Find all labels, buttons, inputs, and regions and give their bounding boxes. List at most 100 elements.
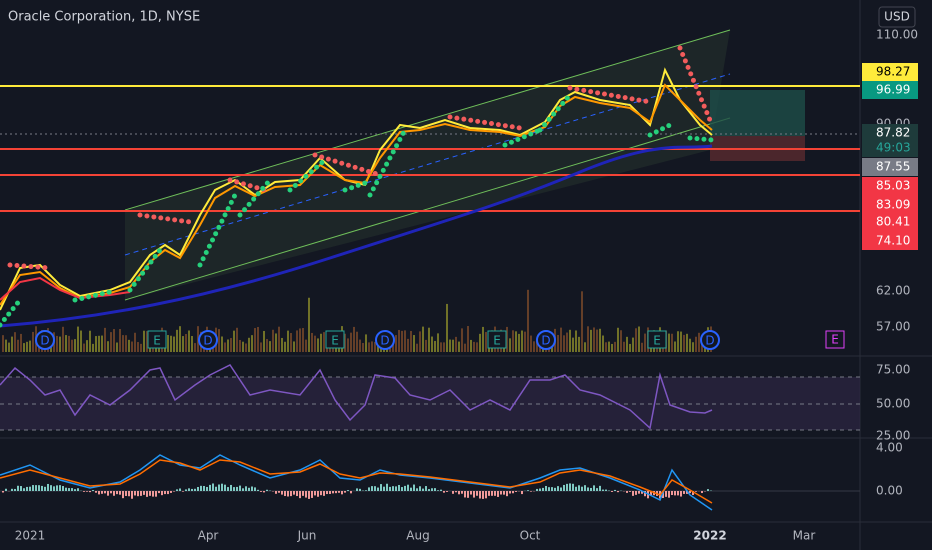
histogram-bar xyxy=(452,491,454,494)
volume-bar xyxy=(620,330,622,352)
earnings-label[interactable]: E xyxy=(653,334,661,348)
dividend-marker[interactable] xyxy=(198,330,218,350)
earnings-marker[interactable] xyxy=(647,330,667,349)
histogram-bar xyxy=(254,487,256,491)
volume-bar xyxy=(218,329,220,352)
volume-bar xyxy=(113,329,115,352)
histogram-bar xyxy=(467,491,469,498)
volume-bar xyxy=(518,333,520,352)
histogram-bar xyxy=(278,491,280,493)
earnings-label[interactable]: E xyxy=(153,334,161,348)
tag-box xyxy=(862,63,918,81)
histogram-bar xyxy=(668,491,670,498)
volume-bar xyxy=(323,332,325,352)
earnings-upcoming[interactable] xyxy=(825,330,845,349)
volume-bar xyxy=(179,326,181,352)
tag-box xyxy=(862,81,918,99)
volume-bar xyxy=(575,330,577,352)
volume-bar xyxy=(227,339,229,352)
earnings-label[interactable]: E xyxy=(331,334,339,348)
histogram-bar xyxy=(215,486,217,491)
volume-bar xyxy=(119,329,121,352)
price-tag: 98.27 xyxy=(876,65,910,79)
tag-box xyxy=(862,124,918,157)
volume-bar xyxy=(278,326,280,352)
histogram-bar xyxy=(503,491,505,495)
histogram-bar xyxy=(104,491,106,494)
histogram-bar xyxy=(29,486,31,491)
histogram-bar xyxy=(560,487,562,491)
dividend-label[interactable]: D xyxy=(705,334,714,348)
histogram-bar xyxy=(626,491,628,493)
histogram-bar xyxy=(89,491,91,493)
histogram-bar xyxy=(563,484,565,491)
histogram-bar xyxy=(374,486,376,491)
histogram-bar xyxy=(593,485,595,491)
volume-bar xyxy=(176,329,178,352)
volume-bar xyxy=(599,328,601,352)
volume-bar xyxy=(260,342,262,352)
dividend-label[interactable]: D xyxy=(541,334,550,348)
volume-bar xyxy=(80,330,82,352)
volume-bar xyxy=(641,342,643,352)
dividend-label[interactable]: D xyxy=(40,334,49,348)
volume-bar xyxy=(140,343,142,352)
histogram-bar xyxy=(605,489,607,491)
histogram-bar xyxy=(641,491,643,494)
volume-bar xyxy=(281,337,283,352)
rsi-line xyxy=(0,364,713,430)
histogram-bar xyxy=(149,491,151,496)
dividend-label[interactable]: D xyxy=(203,334,212,348)
signal-line xyxy=(0,459,713,504)
dividend-marker[interactable] xyxy=(700,330,720,350)
dividend-label[interactable]: D xyxy=(380,334,389,348)
earnings-marker[interactable] xyxy=(147,330,167,349)
volume-bar xyxy=(17,339,19,352)
volume-bar xyxy=(26,341,28,352)
histogram-bar xyxy=(134,491,136,496)
histogram-bar xyxy=(203,485,205,491)
volume-bar xyxy=(83,343,85,352)
currency-button[interactable] xyxy=(878,6,916,28)
volume-bar xyxy=(59,336,61,352)
currency[interactable]: USD xyxy=(884,10,910,24)
volume-bar xyxy=(512,330,514,352)
histogram-bar xyxy=(572,483,574,491)
volume-bar xyxy=(458,341,460,352)
histogram-bar xyxy=(113,491,115,496)
dividend-marker[interactable] xyxy=(536,330,556,350)
histogram-bar xyxy=(131,491,133,499)
histogram-bar xyxy=(5,488,7,491)
histogram-bar xyxy=(35,485,37,491)
volume-bar xyxy=(473,341,475,352)
countdown: 49:03 xyxy=(876,141,911,155)
volume-bar xyxy=(263,330,265,352)
volume-bar xyxy=(23,343,25,352)
histogram-bar xyxy=(164,491,166,495)
dividend-marker[interactable] xyxy=(375,330,395,350)
volume-bar xyxy=(224,342,226,352)
rsi-label: 75.00 xyxy=(876,363,910,377)
histogram-bar xyxy=(614,489,616,491)
histogram-bar xyxy=(251,486,253,491)
earnings-label[interactable]: E xyxy=(831,333,839,347)
histogram-bar xyxy=(173,491,175,492)
histogram-bar xyxy=(245,486,247,491)
histogram-bar xyxy=(44,486,46,491)
earnings-label[interactable]: E xyxy=(493,334,501,348)
histogram-bar xyxy=(155,491,157,497)
earnings-marker[interactable] xyxy=(487,330,507,349)
histogram-bar xyxy=(107,491,109,496)
histogram-bar xyxy=(344,491,346,493)
dividend-marker[interactable] xyxy=(35,330,55,350)
histogram-bar xyxy=(116,491,118,495)
histogram-bar xyxy=(50,485,52,491)
volume-bar xyxy=(14,332,16,352)
volume-bar xyxy=(509,338,511,352)
histogram-bar xyxy=(281,491,283,495)
histogram-bar xyxy=(77,488,79,491)
earnings-marker[interactable] xyxy=(325,330,345,349)
histogram-bar xyxy=(419,486,421,491)
histogram-bar xyxy=(347,490,349,491)
volume-bar xyxy=(71,339,73,352)
